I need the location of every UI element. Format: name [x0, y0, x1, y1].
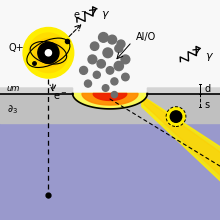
Circle shape — [93, 71, 100, 78]
Circle shape — [102, 85, 109, 91]
Circle shape — [111, 78, 118, 85]
Circle shape — [111, 92, 117, 98]
Text: $\gamma$: $\gamma$ — [205, 51, 214, 63]
Text: s: s — [205, 99, 210, 110]
Circle shape — [45, 50, 51, 56]
Text: $\gamma$: $\gamma$ — [101, 9, 110, 21]
Circle shape — [108, 35, 117, 44]
Circle shape — [99, 33, 108, 42]
Circle shape — [103, 48, 113, 58]
Circle shape — [23, 28, 74, 78]
Text: um: um — [7, 84, 20, 92]
Circle shape — [38, 42, 59, 63]
Text: Q+: Q+ — [9, 43, 24, 53]
Polygon shape — [82, 94, 138, 105]
Polygon shape — [73, 94, 147, 109]
Circle shape — [117, 40, 125, 48]
Circle shape — [29, 33, 68, 73]
Text: e$^-$: e$^-$ — [73, 10, 87, 21]
Circle shape — [106, 67, 114, 74]
Circle shape — [114, 61, 123, 71]
Circle shape — [122, 73, 129, 81]
Circle shape — [115, 44, 123, 52]
Text: $\partial_3$: $\partial_3$ — [7, 104, 18, 116]
Polygon shape — [144, 98, 220, 179]
Text: d: d — [205, 84, 211, 94]
Circle shape — [167, 107, 185, 126]
Circle shape — [80, 66, 88, 74]
Circle shape — [170, 111, 182, 122]
Polygon shape — [0, 123, 220, 220]
Circle shape — [90, 42, 99, 50]
Text: Al/O: Al/O — [136, 32, 157, 42]
Circle shape — [97, 60, 105, 68]
Text: e$^-$: e$^-$ — [53, 91, 67, 102]
Circle shape — [34, 38, 63, 67]
Polygon shape — [0, 94, 220, 123]
Polygon shape — [0, 88, 220, 106]
Circle shape — [84, 80, 92, 87]
Polygon shape — [142, 96, 220, 185]
Circle shape — [88, 55, 97, 64]
Polygon shape — [93, 94, 127, 100]
Circle shape — [121, 55, 130, 64]
Polygon shape — [0, 94, 220, 123]
